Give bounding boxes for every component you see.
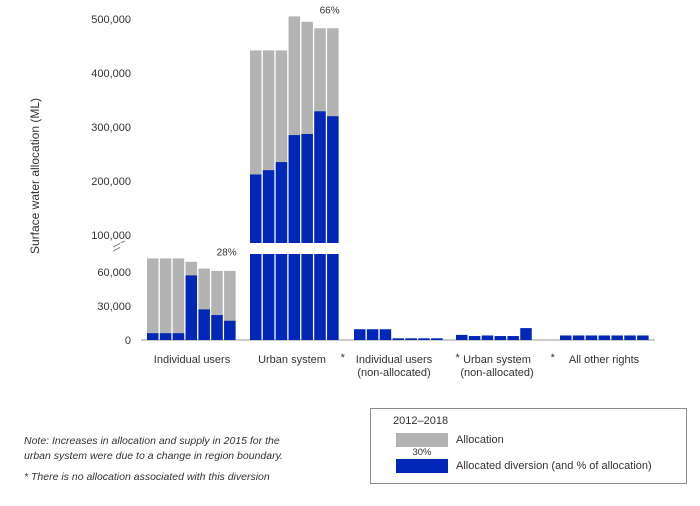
diversion-bar bbox=[611, 335, 623, 340]
axis-break-mark bbox=[112, 240, 126, 248]
y-axis-label: Surface water allocation (ML) bbox=[28, 98, 42, 254]
diversion-bar bbox=[481, 335, 494, 340]
legend-label-diversion: Allocated diversion (and % of allocation… bbox=[456, 460, 652, 472]
allocation-bar bbox=[211, 270, 223, 340]
asterisk-note: * There is no allocation associated with… bbox=[24, 471, 270, 483]
category-label: (non-allocated) bbox=[460, 367, 533, 379]
category-label: (non-allocated) bbox=[357, 367, 430, 379]
category-label: Urban system bbox=[258, 354, 326, 366]
allocation-bar bbox=[172, 258, 185, 340]
category-label: Urban system bbox=[463, 354, 531, 366]
axis-break-gap bbox=[120, 243, 360, 254]
diversion-bar bbox=[159, 333, 172, 340]
diversion-bar bbox=[262, 170, 275, 340]
category-asterisk: * bbox=[455, 352, 460, 364]
allocation-bar bbox=[224, 270, 236, 340]
category-label: Individual users bbox=[154, 354, 231, 366]
note-line-1: Note: Increases in allocation and supply… bbox=[24, 435, 280, 447]
diversion-bar bbox=[572, 335, 585, 340]
diversion-bar bbox=[405, 338, 417, 340]
y-tick-label: 30,000 bbox=[97, 301, 131, 313]
diversion-bar bbox=[172, 333, 185, 340]
diversion-bar bbox=[585, 335, 598, 340]
legend-label-allocation: Allocation bbox=[456, 434, 504, 446]
diversion-bar bbox=[392, 338, 405, 340]
diversion-bar bbox=[288, 135, 301, 340]
legend-swatch-diversion bbox=[396, 459, 448, 473]
diversion-bar bbox=[250, 174, 262, 340]
diversion-bar bbox=[624, 335, 636, 340]
diversion-bar bbox=[456, 334, 468, 340]
legend-pct-example: 30% bbox=[412, 447, 432, 458]
note-line-2: urban system were due to a change in reg… bbox=[24, 450, 283, 462]
allocation-bar bbox=[147, 258, 159, 340]
diversion-bar bbox=[327, 116, 339, 340]
diversion-bar bbox=[637, 335, 649, 340]
boundary-note: Note: Increases in allocation and supply… bbox=[24, 434, 283, 464]
diversion-bar bbox=[418, 338, 430, 340]
y-tick-label: 400,000 bbox=[91, 68, 131, 80]
diversion-bar bbox=[494, 336, 507, 340]
y-tick-label: 500,000 bbox=[91, 14, 131, 26]
category-asterisk: * bbox=[551, 352, 556, 364]
percent-annotation: 66% bbox=[320, 5, 340, 16]
diversion-bar bbox=[211, 315, 223, 340]
diversion-bar bbox=[431, 338, 443, 340]
diversion-bar bbox=[198, 309, 210, 340]
diversion-bar bbox=[354, 329, 366, 340]
diversion-bar bbox=[301, 134, 313, 340]
diversion-bar bbox=[147, 333, 159, 340]
category-label: All other rights bbox=[569, 354, 640, 366]
diversion-bar bbox=[224, 320, 236, 340]
legend-swatch-allocation bbox=[396, 433, 448, 447]
legend: 2012–2018 Allocation 30% Allocated diver… bbox=[370, 408, 687, 484]
y-tick-label: 300,000 bbox=[91, 122, 131, 134]
diversion-bar bbox=[314, 111, 326, 340]
diversion-bar bbox=[560, 335, 572, 340]
allocation-bar bbox=[159, 258, 172, 340]
diversion-bar bbox=[468, 336, 481, 340]
diversion-bar bbox=[366, 329, 379, 340]
allocation-bar bbox=[198, 268, 210, 340]
legend-title: 2012–2018 bbox=[393, 415, 449, 427]
y-tick-label: 200,000 bbox=[91, 176, 131, 188]
diversion-bar bbox=[185, 275, 198, 340]
diversion-bar bbox=[507, 336, 519, 340]
diversion-bar bbox=[598, 335, 611, 340]
y-tick-label: 60,000 bbox=[97, 267, 131, 279]
category-label: Individual users bbox=[356, 354, 433, 366]
diversion-bar bbox=[379, 329, 392, 340]
percent-annotation: 28% bbox=[217, 247, 237, 258]
y-tick-label: 100,000 bbox=[91, 230, 131, 242]
y-tick-label: 0 bbox=[125, 335, 131, 347]
category-asterisk: * bbox=[341, 352, 346, 364]
diversion-bar bbox=[520, 328, 532, 340]
